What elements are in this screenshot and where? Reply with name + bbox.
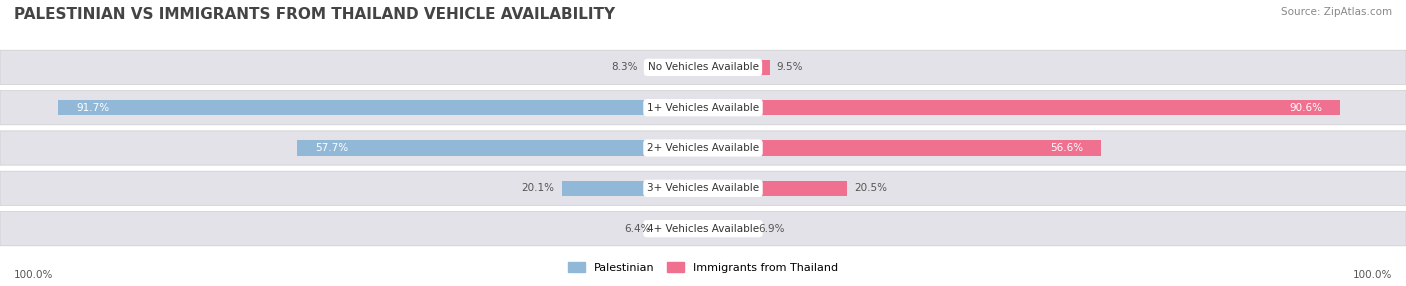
Bar — [703, 181, 846, 196]
Bar — [58, 100, 703, 115]
Text: Source: ZipAtlas.com: Source: ZipAtlas.com — [1281, 7, 1392, 17]
Text: No Vehicles Available: No Vehicles Available — [648, 62, 758, 72]
Bar — [644, 60, 703, 75]
Text: 56.6%: 56.6% — [1050, 143, 1084, 153]
Text: 57.7%: 57.7% — [315, 143, 349, 153]
Text: 91.7%: 91.7% — [76, 103, 110, 113]
Bar — [562, 181, 703, 196]
Bar — [298, 140, 703, 156]
FancyBboxPatch shape — [0, 212, 1406, 246]
Text: 6.4%: 6.4% — [624, 224, 651, 234]
Text: 20.1%: 20.1% — [522, 183, 554, 193]
Text: 8.3%: 8.3% — [612, 62, 638, 72]
Text: 100.0%: 100.0% — [14, 270, 53, 279]
Text: 9.5%: 9.5% — [778, 62, 803, 72]
Text: 100.0%: 100.0% — [1353, 270, 1392, 279]
Text: 1+ Vehicles Available: 1+ Vehicles Available — [647, 103, 759, 113]
Text: 20.5%: 20.5% — [855, 183, 887, 193]
Legend: Palestinian, Immigrants from Thailand: Palestinian, Immigrants from Thailand — [564, 258, 842, 278]
Text: PALESTINIAN VS IMMIGRANTS FROM THAILAND VEHICLE AVAILABILITY: PALESTINIAN VS IMMIGRANTS FROM THAILAND … — [14, 7, 616, 22]
Text: 3+ Vehicles Available: 3+ Vehicles Available — [647, 183, 759, 193]
Bar — [703, 60, 770, 75]
Bar — [658, 221, 703, 236]
Bar — [703, 140, 1101, 156]
FancyBboxPatch shape — [0, 50, 1406, 84]
FancyBboxPatch shape — [0, 91, 1406, 125]
FancyBboxPatch shape — [0, 131, 1406, 165]
Bar — [703, 221, 752, 236]
Bar — [703, 100, 1340, 115]
FancyBboxPatch shape — [0, 171, 1406, 205]
Text: 6.9%: 6.9% — [759, 224, 785, 234]
Text: 4+ Vehicles Available: 4+ Vehicles Available — [647, 224, 759, 234]
Text: 90.6%: 90.6% — [1289, 103, 1322, 113]
Text: 2+ Vehicles Available: 2+ Vehicles Available — [647, 143, 759, 153]
